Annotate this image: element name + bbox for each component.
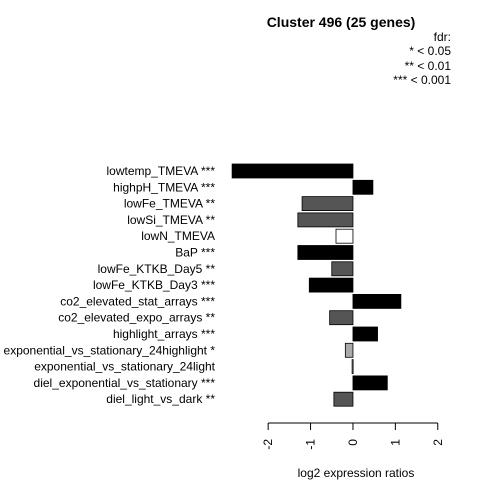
category-label: diel_light_vs_dark ** [106,392,215,406]
legend-title: fdr: [434,30,451,44]
bar [308,277,354,293]
bar [352,326,378,342]
bar [231,163,354,179]
category-label: highpH_TMEVA *** [113,180,215,194]
category-label: highlight_arrays *** [113,327,215,341]
x-tick-label: 2 [431,439,445,446]
legend-entry: * < 0.05 [409,44,451,58]
legend: fdr: * < 0.05 ** < 0.01 *** < 0.001 [393,30,451,87]
bar [333,391,354,407]
bar [352,375,388,391]
bars-group [231,163,402,407]
category-label: lowSi_TMEVA ** [127,213,215,227]
category-label: exponential_vs_stationary_24highlight * [4,343,216,357]
bar [352,179,374,195]
category-label: diel_exponential_vs_stationary *** [34,376,216,390]
x-tick-label: 1 [388,439,402,446]
bar [335,228,354,244]
bar [351,359,354,375]
category-label: lowN_TMEVA [141,229,215,243]
x-tick-label: -2 [261,439,275,450]
category-label: lowFe_KTKB_Day3 *** [93,278,215,292]
bar [297,245,354,260]
x-axis-label: log2 expression ratios [298,466,415,480]
bar [301,196,354,212]
x-axis: -2 -1 0 1 2 [261,422,445,450]
category-label: lowFe_TMEVA ** [124,197,215,211]
category-label: co2_elevated_expo_arrays ** [58,311,215,325]
x-tick-label: -1 [304,439,318,450]
bar [329,310,354,326]
x-tick-label: 0 [346,439,360,446]
category-label: exponential_vs_stationary_24light [34,360,215,374]
legend-entry: *** < 0.001 [393,73,451,87]
category-label: lowtemp_TMEVA *** [107,164,216,178]
bar [344,342,354,358]
chart-title: Cluster 496 (25 genes) [267,14,416,30]
category-label: co2_elevated_stat_arrays *** [60,294,215,308]
bar [331,261,354,277]
category-label: lowFe_KTKB_Day5 ** [98,262,216,276]
bar [297,212,354,228]
category-label: BaP *** [175,246,215,260]
bar [352,293,402,309]
category-labels: lowtemp_TMEVA *** highpH_TMEVA *** lowFe_T… [4,164,216,406]
legend-entry: ** < 0.01 [405,59,452,73]
